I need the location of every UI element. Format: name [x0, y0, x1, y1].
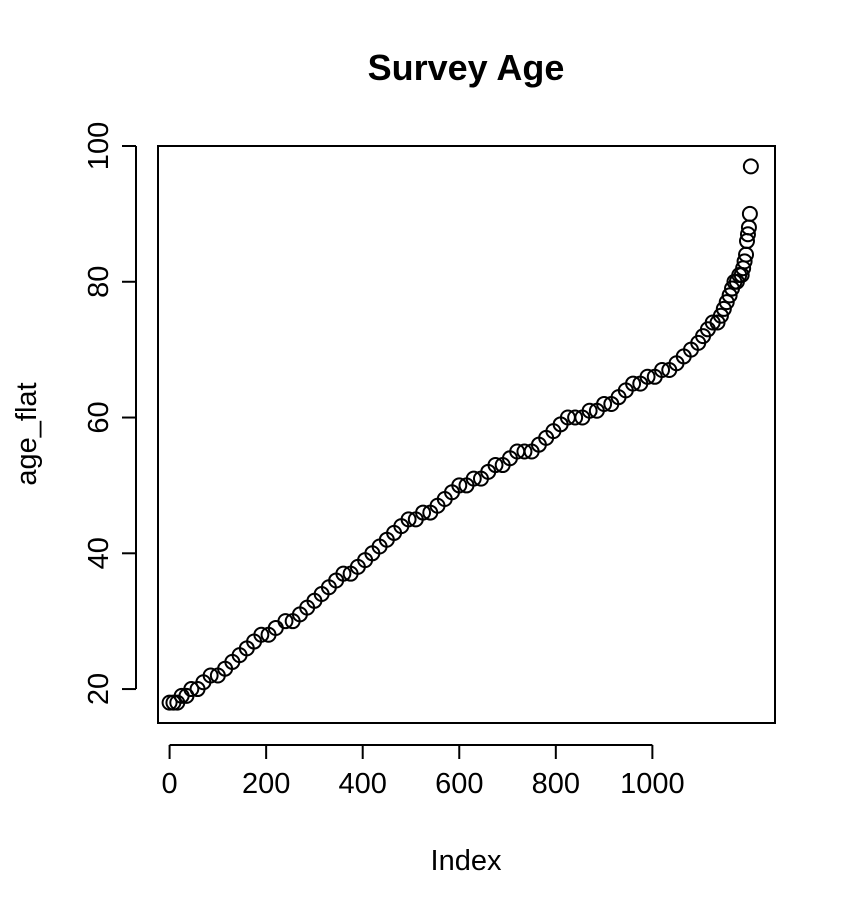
- y-axis-label: age_flat: [11, 382, 43, 485]
- y-tick-label: 100: [83, 122, 115, 170]
- data-point: [487, 457, 504, 474]
- data-point: [465, 470, 482, 487]
- data-point: [400, 511, 417, 528]
- y-tick-label: 20: [83, 673, 115, 705]
- data-point: [451, 477, 468, 494]
- data-point: [277, 613, 294, 630]
- y-tick-label: 60: [83, 401, 115, 433]
- data-point: [742, 158, 759, 175]
- x-axis: 0 200 400 600 800 1000: [162, 744, 685, 800]
- x-tick-label: 200: [242, 768, 290, 800]
- x-tick-label: 600: [435, 768, 483, 800]
- x-axis-label: Index: [431, 845, 502, 877]
- data-point: [567, 409, 584, 426]
- data-point: [654, 362, 671, 379]
- data-point: [202, 667, 219, 684]
- x-tick-label: 1000: [620, 768, 685, 800]
- data-point: [736, 253, 753, 270]
- y-tick-label: 40: [83, 537, 115, 569]
- data-point: [335, 565, 352, 582]
- data-point: [596, 395, 613, 412]
- data-point: [721, 287, 738, 304]
- data-point: [183, 681, 200, 698]
- x-tick-label: 400: [339, 768, 387, 800]
- data-point: [415, 504, 432, 521]
- plot-frame: [157, 145, 776, 724]
- y-tick-label: 80: [83, 266, 115, 298]
- x-tick-label: 800: [532, 768, 580, 800]
- data-points: [161, 158, 759, 711]
- x-tick-label: 0: [162, 768, 178, 800]
- data-point: [516, 443, 533, 460]
- data-point: [625, 375, 642, 392]
- data-point: [639, 368, 656, 385]
- data-point: [581, 402, 598, 419]
- data-point: [253, 626, 270, 643]
- y-axis: 20 40 60 80 100: [83, 122, 137, 705]
- chart-title: Survey Age: [368, 47, 565, 88]
- data-point: [741, 205, 758, 222]
- data-point: [739, 226, 756, 243]
